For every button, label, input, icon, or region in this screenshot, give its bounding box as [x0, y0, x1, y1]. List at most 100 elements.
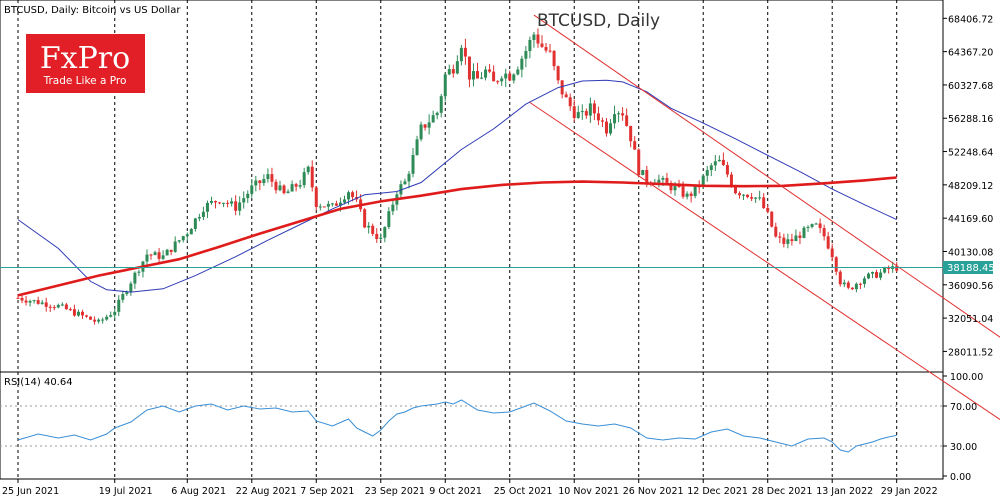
- rsi-tick-label: 30.00: [950, 442, 977, 453]
- candle-body: [334, 203, 338, 206]
- time-tick-label: 19 Jul 2021: [99, 486, 153, 497]
- candle-body: [528, 39, 532, 52]
- candle-body: [862, 278, 866, 284]
- candle-body: [540, 43, 544, 47]
- candle-body: [754, 197, 758, 199]
- candle-body: [693, 186, 697, 197]
- candle-body: [544, 46, 548, 51]
- candle-body: [24, 300, 28, 303]
- candle-body: [48, 306, 52, 308]
- candle-body: [302, 172, 306, 186]
- candle-body: [548, 50, 552, 52]
- candle-body: [838, 271, 842, 285]
- candle-body: [455, 61, 459, 74]
- candle-body: [794, 235, 798, 242]
- candle-body: [266, 174, 270, 180]
- candle-body: [842, 282, 846, 285]
- candle-body: [504, 73, 508, 79]
- candle-body: [520, 58, 524, 70]
- candle-body: [294, 184, 298, 187]
- candle-body: [500, 78, 504, 82]
- candle-body: [806, 226, 810, 228]
- indicator-lines: [0, 14, 1000, 453]
- candle-body: [439, 96, 443, 113]
- candle-body: [222, 202, 226, 204]
- candle-body: [286, 191, 290, 194]
- candle-body: [375, 233, 379, 240]
- candle-body: [564, 94, 568, 98]
- candle-body: [68, 309, 72, 311]
- candle-body: [802, 227, 806, 238]
- candle-body: [367, 225, 371, 228]
- candle-body: [56, 304, 60, 308]
- candle-body: [52, 307, 56, 309]
- candle-body: [750, 197, 754, 199]
- candle-body: [85, 315, 89, 317]
- candle-body: [604, 121, 608, 134]
- candle-body: [101, 319, 105, 321]
- rsi-label: RSI(14) 40.64: [4, 377, 73, 388]
- rsi-tick-label: 0.00: [950, 472, 971, 483]
- candle-body: [584, 111, 588, 116]
- time-tick-label: 26 Nov 2021: [623, 486, 684, 497]
- candle-body: [677, 186, 681, 188]
- candle-body: [637, 149, 641, 176]
- candle-body: [786, 239, 790, 244]
- logo-brand: FxPro: [40, 41, 130, 76]
- candle-body: [524, 51, 528, 59]
- candle-body: [310, 166, 314, 188]
- candle-body: [270, 174, 274, 182]
- candle-body: [415, 139, 419, 156]
- time-tick-label: 25 Oct 2021: [494, 486, 553, 497]
- candle-body: [250, 185, 254, 194]
- time-tick-label: 9 Oct 2021: [429, 486, 482, 497]
- chart-title: BTCUSD, Daily: [537, 11, 660, 31]
- candle-body: [258, 180, 262, 184]
- time-tick-label: 29 Jan 2022: [881, 486, 938, 497]
- candle-body: [665, 177, 669, 183]
- candle-body: [657, 179, 661, 183]
- candle-body: [782, 237, 786, 244]
- candle-body: [459, 47, 463, 62]
- candle-body: [871, 272, 875, 274]
- candle-body: [105, 316, 109, 320]
- candle-body: [737, 193, 741, 196]
- candle-body: [137, 271, 141, 273]
- candle-body: [330, 203, 334, 205]
- candle-body: [633, 141, 637, 150]
- candle-body: [427, 122, 431, 128]
- candle-body: [762, 197, 766, 209]
- time-tick-label: 25 Jun 2021: [2, 486, 59, 497]
- candle-body: [185, 234, 189, 237]
- candle-body: [810, 224, 814, 227]
- price-tick-label: 28011.52: [948, 347, 993, 358]
- candle-body: [274, 181, 278, 191]
- candle-body: [371, 225, 375, 234]
- candle-body: [774, 226, 778, 237]
- candle-body: [44, 302, 48, 307]
- candle-body: [193, 218, 197, 229]
- candle-body: [149, 254, 153, 256]
- candle-body: [145, 254, 149, 262]
- candle-body: [351, 192, 355, 197]
- candle-body: [363, 209, 367, 228]
- rsi-panel-frame: [0, 371, 944, 480]
- candle-body: [609, 123, 613, 134]
- candle-body: [326, 203, 330, 207]
- candle-body: [846, 282, 850, 288]
- moving-average-slow-line: [17, 176, 897, 297]
- candle-body: [173, 241, 177, 252]
- fxpro-logo: FxPro Trade Like a Pro: [26, 34, 145, 93]
- candle-body: [93, 319, 97, 322]
- price-tick-label: 36090.56: [948, 281, 993, 292]
- candle-body: [347, 192, 351, 200]
- candle-body: [484, 69, 488, 78]
- candle-body: [209, 201, 213, 203]
- candle-body: [387, 211, 391, 228]
- candle-body: [625, 115, 629, 126]
- moving-average-fast-line: [17, 79, 897, 293]
- candle-body: [516, 69, 520, 75]
- candle-body: [399, 184, 403, 195]
- candle-body: [407, 173, 411, 182]
- candle-body: [746, 194, 750, 198]
